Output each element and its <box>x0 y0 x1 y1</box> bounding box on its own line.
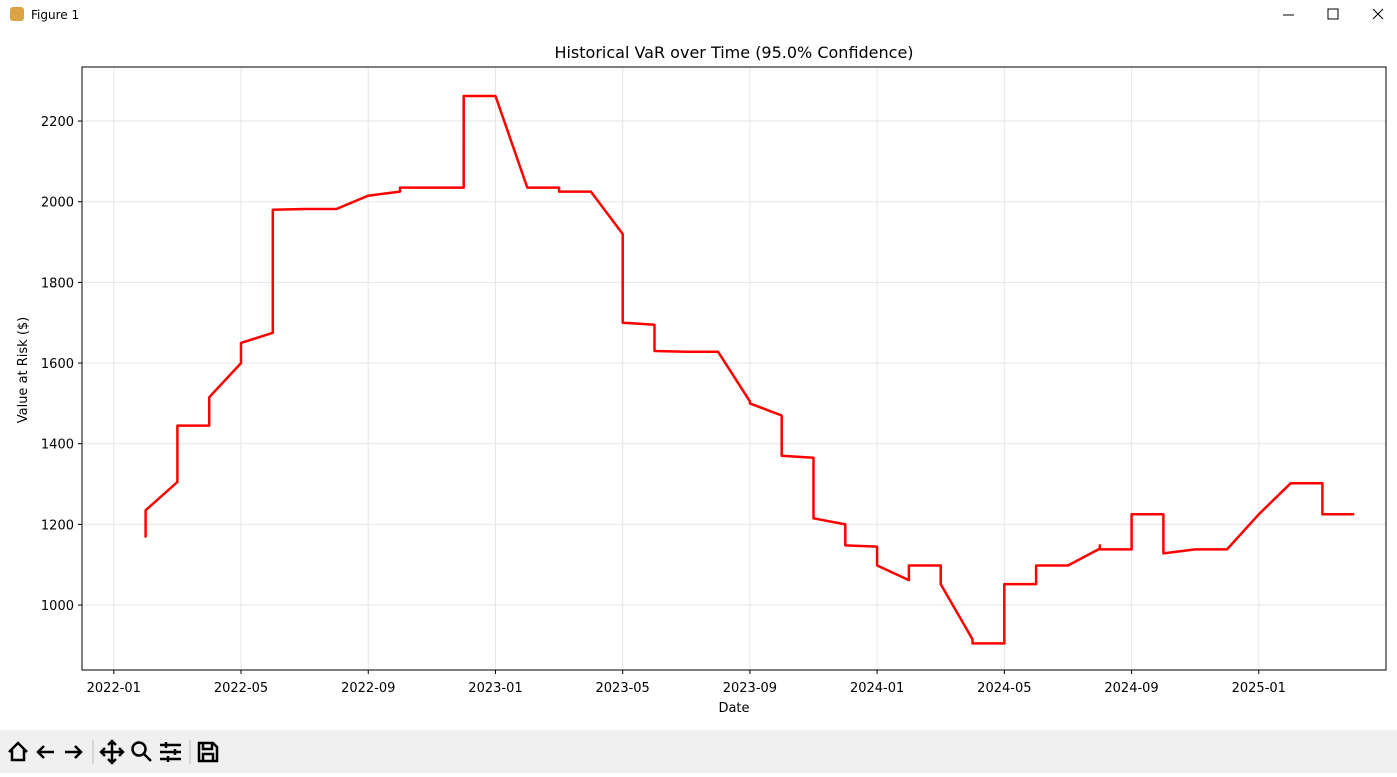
x-tick-label: 2024-05 <box>977 681 1031 696</box>
x-tick-label: 2023-05 <box>596 681 650 696</box>
maximize-button[interactable] <box>1327 8 1339 20</box>
chart-title: Historical VaR over Time (95.0% Confiden… <box>554 43 913 62</box>
toolbar <box>0 730 1397 773</box>
var-line <box>144 94 1355 645</box>
zoom-button[interactable] <box>131 741 147 757</box>
app-icon <box>10 7 24 21</box>
y-tick-label: 2200 <box>41 115 74 130</box>
y-tick-label: 2000 <box>41 196 74 211</box>
x-tick-label: 2022-01 <box>87 681 141 696</box>
x-tick-label: 2022-05 <box>214 681 268 696</box>
configure-knobs <box>164 742 177 762</box>
close-button[interactable] <box>1372 8 1384 20</box>
y-tick-label: 1400 <box>41 438 74 453</box>
y-axis-label: Value at Risk ($) <box>16 317 31 424</box>
x-tick-label: 2023-01 <box>468 681 522 696</box>
save-button[interactable] <box>197 741 219 763</box>
pan-button[interactable] <box>99 739 125 765</box>
x-tick-label: 2022-09 <box>341 681 395 696</box>
y-tick-label: 1200 <box>41 518 74 533</box>
zoom-handle <box>143 753 152 762</box>
x-tick-label: 2024-01 <box>850 681 904 696</box>
back-button[interactable] <box>36 745 54 759</box>
y-tick-label: 1000 <box>41 599 74 614</box>
home-button[interactable] <box>8 741 28 762</box>
title-bar <box>0 0 1397 30</box>
configure-button[interactable] <box>160 743 181 761</box>
toolbar-icons <box>8 739 219 765</box>
forward-button[interactable] <box>65 745 83 759</box>
x-axis-label: Date <box>718 701 749 716</box>
x-tick-label: 2025-01 <box>1232 681 1286 696</box>
window-title: Figure 1 <box>31 8 79 22</box>
x-tick-label: 2024-09 <box>1104 681 1158 696</box>
y-tick-label: 1600 <box>41 357 74 372</box>
y-tick-label: 1800 <box>41 276 74 291</box>
x-tick-label: 2023-09 <box>723 681 777 696</box>
plot-frame <box>81 66 1387 671</box>
